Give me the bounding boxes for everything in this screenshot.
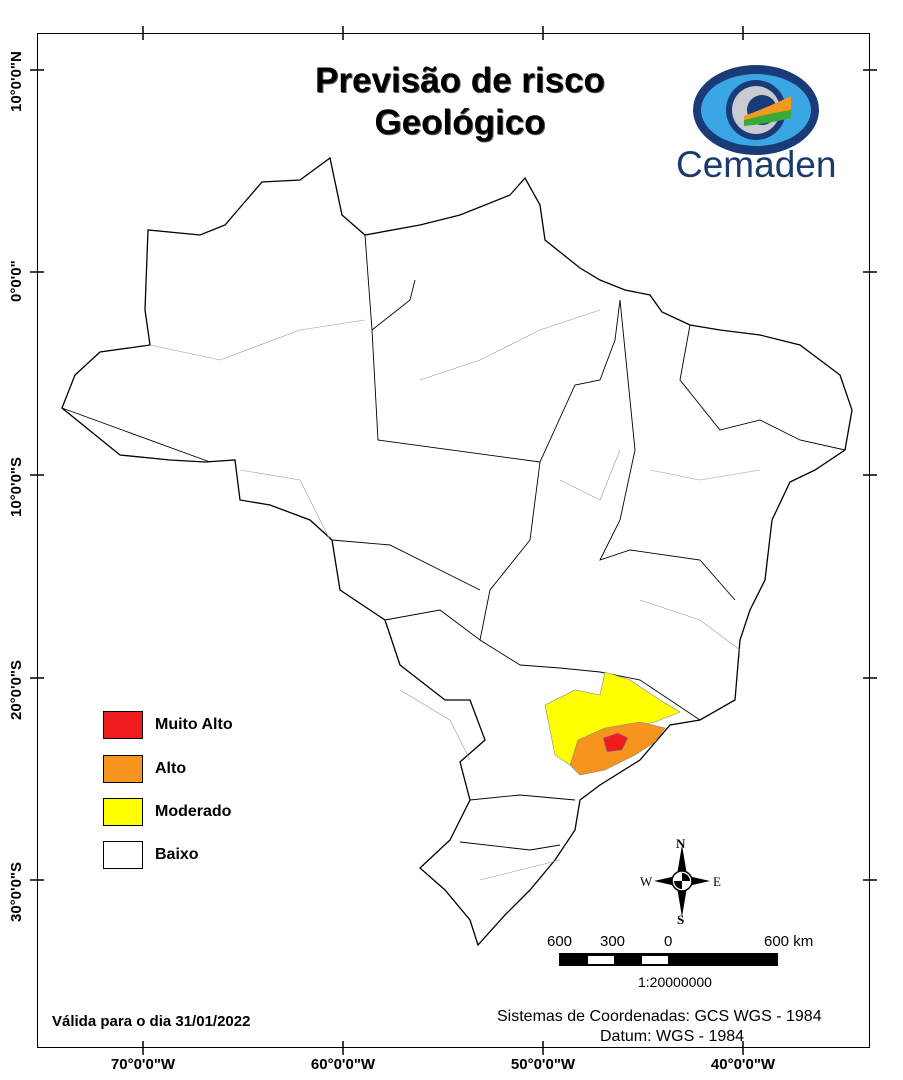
legend-label: Baixo bbox=[155, 846, 199, 863]
compass-n: N bbox=[676, 836, 686, 851]
map-title: Previsão de risco Geológico bbox=[240, 60, 680, 144]
muni-borders bbox=[149, 309, 761, 881]
brazil-outline bbox=[61, 156, 853, 947]
scale-label: 600 bbox=[547, 933, 573, 950]
legend-label: Alto bbox=[155, 760, 187, 777]
lon-label: 70°0'0"W bbox=[110, 1056, 176, 1073]
scale-label: 0 bbox=[664, 933, 673, 950]
compass-w: W bbox=[640, 874, 653, 889]
cemaden-logo-icon bbox=[693, 65, 819, 155]
lat-label: 0°0'0" bbox=[8, 260, 25, 302]
lat-label: 10°0'0"N bbox=[8, 51, 25, 112]
title-line-1: Previsão de risco bbox=[315, 61, 605, 100]
legend-item-baixo: Baixo bbox=[103, 841, 199, 869]
scale-label: 600 km bbox=[764, 933, 814, 950]
legend-item-muito-alto: Muito Alto bbox=[103, 711, 233, 739]
compass-rose bbox=[654, 845, 710, 917]
scale-bar bbox=[559, 953, 778, 966]
state-borders bbox=[61, 234, 846, 851]
compass-s: S bbox=[677, 912, 685, 927]
datum: Datum: WGS - 1984 bbox=[600, 1028, 745, 1045]
scale-label: 300 bbox=[600, 933, 626, 950]
lon-label: 60°0'0"W bbox=[310, 1056, 376, 1073]
coord-system: Sistemas de Coordenadas: GCS WGS - 1984 bbox=[497, 1008, 822, 1025]
map-frame bbox=[37, 33, 870, 1048]
scale-ratio: 1:20000000 bbox=[638, 974, 712, 990]
legend-swatch bbox=[103, 841, 143, 869]
compass-e: E bbox=[713, 874, 721, 889]
lat-label: 30°0'0"S bbox=[8, 861, 25, 922]
lat-label: 20°0'0"S bbox=[8, 659, 25, 720]
graticule-ticks bbox=[30, 26, 877, 1055]
legend-swatch bbox=[103, 798, 143, 826]
legend-item-moderado: Moderado bbox=[103, 798, 231, 826]
lat-label: 10°0'0"S bbox=[8, 456, 25, 517]
lon-label: 40°0'0"W bbox=[710, 1056, 776, 1073]
risk-area-muito-alto bbox=[602, 732, 629, 753]
legend-label: Moderado bbox=[155, 803, 232, 820]
legend-item-alto: Alto bbox=[103, 755, 186, 783]
title-line-2: Geológico bbox=[374, 103, 546, 142]
legend-swatch bbox=[103, 711, 143, 739]
legend-swatch bbox=[103, 755, 143, 783]
cemaden-logo-text: Cemaden bbox=[676, 144, 837, 185]
valid-date: Válida para o dia 31/01/2022 bbox=[52, 1013, 251, 1030]
lon-label: 50°0'0"W bbox=[510, 1056, 576, 1073]
legend-label: Muito Alto bbox=[155, 716, 233, 733]
